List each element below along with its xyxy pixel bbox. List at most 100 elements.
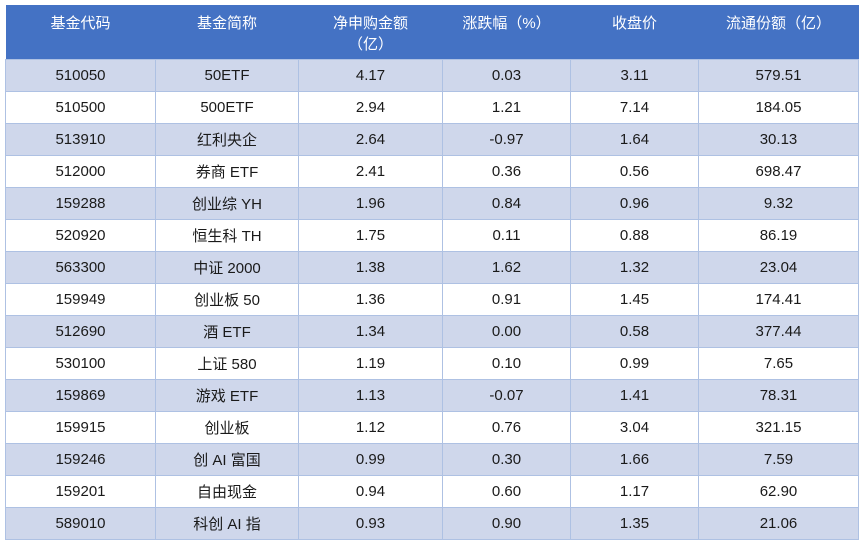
- cell-r13-c1: 自由现金: [155, 474, 299, 507]
- cell-r2-c5: 30.13: [698, 122, 859, 155]
- cell-r11-c5: 321.15: [698, 410, 859, 443]
- header-float-shares: 流通份额（亿）: [698, 5, 859, 59]
- header-change-pct-label: 涨跌幅（%）: [462, 15, 551, 32]
- cell-r2-c4: 1.64: [570, 122, 699, 155]
- cell-r2-c1: 红利央企: [155, 122, 299, 155]
- cell-r5-c2: 1.75: [298, 218, 443, 251]
- cell-r12-c2: 0.99: [298, 442, 443, 475]
- cell-r4-c2: 1.96: [298, 186, 443, 219]
- header-fund-code-label: 基金代码: [50, 15, 111, 32]
- cell-r1-c5: 184.05: [698, 90, 859, 123]
- fund-flow-table: 基金代码 基金简称 净申购金额（亿） 涨跌幅（%） 收盘价 流通份额（亿） 51…: [5, 5, 859, 540]
- cell-r9-c1: 上证 580: [155, 346, 299, 379]
- cell-r0-c4: 3.11: [570, 58, 699, 91]
- cell-r11-c2: 1.12: [298, 410, 443, 443]
- cell-r2-c3: -0.97: [442, 122, 571, 155]
- cell-r0-c5: 579.51: [698, 58, 859, 91]
- table-row: 159201 自由现金 0.94 0.60 1.17 62.90: [5, 474, 859, 507]
- cell-r0-c1: 50ETF: [155, 58, 299, 91]
- cell-r9-c4: 0.99: [570, 346, 699, 379]
- cell-r7-c3: 0.91: [442, 282, 571, 315]
- cell-r3-c5: 698.47: [698, 154, 859, 187]
- cell-r10-c4: 1.41: [570, 378, 699, 411]
- cell-r3-c2: 2.41: [298, 154, 443, 187]
- cell-r6-c3: 1.62: [442, 250, 571, 283]
- header-float-shares-label: 流通份额（亿）: [725, 15, 831, 32]
- cell-r14-c1: 科创 AI 指: [155, 506, 299, 540]
- table-row: 159915 创业板 1.12 0.76 3.04 321.15: [5, 410, 859, 443]
- cell-r6-c4: 1.32: [570, 250, 699, 283]
- cell-r8-c4: 0.58: [570, 314, 699, 347]
- cell-r6-c5: 23.04: [698, 250, 859, 283]
- cell-r13-c5: 62.90: [698, 474, 859, 507]
- cell-r9-c5: 7.65: [698, 346, 859, 379]
- cell-r3-c4: 0.56: [570, 154, 699, 187]
- cell-r8-c2: 1.34: [298, 314, 443, 347]
- cell-r8-c1: 酒 ETF: [155, 314, 299, 347]
- cell-r6-c1: 中证 2000: [155, 250, 299, 283]
- header-close-price: 收盘价: [570, 5, 699, 59]
- cell-r10-c5: 78.31: [698, 378, 859, 411]
- cell-r6-c0: 563300: [5, 250, 156, 283]
- header-net-subscription-label: 净申购金额（亿）: [332, 15, 408, 53]
- cell-r7-c4: 1.45: [570, 282, 699, 315]
- cell-r14-c2: 0.93: [298, 506, 443, 540]
- cell-r10-c1: 游戏 ETF: [155, 378, 299, 411]
- cell-r3-c3: 0.36: [442, 154, 571, 187]
- cell-r6-c2: 1.38: [298, 250, 443, 283]
- cell-r1-c4: 7.14: [570, 90, 699, 123]
- cell-r2-c0: 513910: [5, 122, 156, 155]
- cell-r14-c4: 1.35: [570, 506, 699, 540]
- cell-r8-c3: 0.00: [442, 314, 571, 347]
- cell-r9-c3: 0.10: [442, 346, 571, 379]
- table-row: 510500 500ETF 2.94 1.21 7.14 184.05: [5, 90, 859, 123]
- cell-r5-c4: 0.88: [570, 218, 699, 251]
- cell-r10-c2: 1.13: [298, 378, 443, 411]
- table-row: 510050 50ETF 4.17 0.03 3.11 579.51: [5, 58, 859, 91]
- cell-r4-c1: 创业综 YH: [155, 186, 299, 219]
- table-row: 159869 游戏 ETF 1.13 -0.07 1.41 78.31: [5, 378, 859, 411]
- cell-r0-c3: 0.03: [442, 58, 571, 91]
- header-net-subscription: 净申购金额（亿）: [298, 5, 443, 59]
- cell-r13-c4: 1.17: [570, 474, 699, 507]
- cell-r12-c5: 7.59: [698, 442, 859, 475]
- cell-r7-c1: 创业板 50: [155, 282, 299, 315]
- cell-r14-c3: 0.90: [442, 506, 571, 540]
- cell-r8-c5: 377.44: [698, 314, 859, 347]
- cell-r1-c1: 500ETF: [155, 90, 299, 123]
- table-row: 563300 中证 2000 1.38 1.62 1.32 23.04: [5, 250, 859, 283]
- cell-r11-c4: 3.04: [570, 410, 699, 443]
- cell-r9-c2: 1.19: [298, 346, 443, 379]
- cell-r3-c1: 券商 ETF: [155, 154, 299, 187]
- cell-r5-c0: 520920: [5, 218, 156, 251]
- cell-r13-c0: 159201: [5, 474, 156, 507]
- cell-r5-c5: 86.19: [698, 218, 859, 251]
- cell-r7-c2: 1.36: [298, 282, 443, 315]
- cell-r14-c5: 21.06: [698, 506, 859, 540]
- cell-r11-c1: 创业板: [155, 410, 299, 443]
- cell-r13-c2: 0.94: [298, 474, 443, 507]
- cell-r10-c3: -0.07: [442, 378, 571, 411]
- cell-r4-c0: 159288: [5, 186, 156, 219]
- table-row: 513910 红利央企 2.64 -0.97 1.64 30.13: [5, 122, 859, 155]
- header-fund-code: 基金代码: [5, 5, 156, 59]
- cell-r1-c2: 2.94: [298, 90, 443, 123]
- table-row: 512000 券商 ETF 2.41 0.36 0.56 698.47: [5, 154, 859, 187]
- page: 基金代码 基金简称 净申购金额（亿） 涨跌幅（%） 收盘价 流通份额（亿） 51…: [5, 5, 859, 540]
- table-header: 基金代码 基金简称 净申购金额（亿） 涨跌幅（%） 收盘价 流通份额（亿）: [5, 5, 859, 59]
- cell-r11-c3: 0.76: [442, 410, 571, 443]
- cell-r12-c1: 创 AI 富国: [155, 442, 299, 475]
- header-fund-name-label: 基金简称: [196, 15, 257, 32]
- cell-r8-c0: 512690: [5, 314, 156, 347]
- table-row: 159288 创业综 YH 1.96 0.84 0.96 9.32: [5, 186, 859, 219]
- cell-r10-c0: 159869: [5, 378, 156, 411]
- cell-r0-c0: 510050: [5, 58, 156, 91]
- cell-r12-c4: 1.66: [570, 442, 699, 475]
- header-fund-name: 基金简称: [155, 5, 299, 59]
- cell-r11-c0: 159915: [5, 410, 156, 443]
- cell-r7-c0: 159949: [5, 282, 156, 315]
- cell-r2-c2: 2.64: [298, 122, 443, 155]
- cell-r13-c3: 0.60: [442, 474, 571, 507]
- cell-r12-c0: 159246: [5, 442, 156, 475]
- cell-r5-c1: 恒生科 TH: [155, 218, 299, 251]
